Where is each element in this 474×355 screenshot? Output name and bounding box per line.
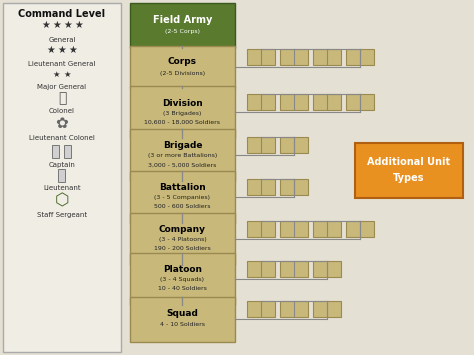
FancyBboxPatch shape: [247, 221, 275, 237]
FancyBboxPatch shape: [247, 301, 275, 317]
FancyBboxPatch shape: [130, 46, 235, 88]
Text: Field Army: Field Army: [153, 15, 212, 25]
Text: ★: ★: [64, 70, 71, 78]
Text: ★: ★: [41, 20, 50, 30]
Text: 3,000 - 5,000 Soldiers: 3,000 - 5,000 Soldiers: [148, 163, 217, 168]
Text: ⬡: ⬡: [55, 191, 69, 209]
FancyBboxPatch shape: [346, 94, 374, 110]
FancyBboxPatch shape: [280, 261, 308, 277]
FancyBboxPatch shape: [313, 301, 341, 317]
FancyBboxPatch shape: [247, 94, 275, 110]
Text: (3 - 5 Companies): (3 - 5 Companies): [155, 196, 210, 201]
Text: (3 - 4 Squads): (3 - 4 Squads): [161, 278, 204, 283]
Text: ★: ★: [58, 45, 66, 55]
Text: Corps: Corps: [168, 58, 197, 66]
FancyBboxPatch shape: [130, 296, 235, 342]
FancyBboxPatch shape: [280, 49, 308, 65]
Text: Platoon: Platoon: [163, 266, 202, 274]
Text: 🦅: 🦅: [58, 91, 66, 105]
Text: Additional Unit: Additional Unit: [367, 157, 451, 167]
Text: 500 - 600 Soldiers: 500 - 600 Soldiers: [154, 204, 211, 209]
FancyBboxPatch shape: [58, 169, 65, 182]
FancyBboxPatch shape: [280, 221, 308, 237]
Text: ★: ★: [63, 20, 72, 30]
FancyBboxPatch shape: [247, 179, 275, 195]
FancyBboxPatch shape: [247, 261, 275, 277]
FancyBboxPatch shape: [355, 142, 463, 197]
FancyBboxPatch shape: [280, 137, 308, 153]
FancyBboxPatch shape: [130, 253, 235, 305]
FancyBboxPatch shape: [3, 3, 121, 352]
Text: Captain: Captain: [48, 162, 75, 168]
Text: 190 - 200 Soldiers: 190 - 200 Soldiers: [154, 246, 211, 251]
Text: ★: ★: [46, 45, 55, 55]
Text: ★: ★: [74, 20, 83, 30]
Text: Staff Sergeant: Staff Sergeant: [37, 212, 87, 218]
Text: Squad: Squad: [166, 310, 199, 318]
Text: 10 - 40 Soldiers: 10 - 40 Soldiers: [158, 286, 207, 291]
Text: Lieutenant: Lieutenant: [43, 185, 81, 191]
Text: ✿: ✿: [55, 115, 68, 131]
FancyBboxPatch shape: [247, 49, 275, 65]
FancyBboxPatch shape: [313, 261, 341, 277]
FancyBboxPatch shape: [346, 49, 374, 65]
Text: Command Level: Command Level: [18, 9, 106, 19]
Text: Company: Company: [159, 225, 206, 235]
FancyBboxPatch shape: [130, 86, 235, 138]
FancyBboxPatch shape: [346, 221, 374, 237]
Text: 10,600 - 18,000 Soldiers: 10,600 - 18,000 Soldiers: [145, 120, 220, 125]
Text: Lieutenant General: Lieutenant General: [28, 61, 96, 67]
Text: Division: Division: [162, 98, 203, 108]
FancyBboxPatch shape: [280, 94, 308, 110]
Text: ★: ★: [53, 70, 60, 78]
FancyBboxPatch shape: [64, 145, 72, 158]
FancyBboxPatch shape: [130, 2, 235, 48]
Text: (2-5 Corps): (2-5 Corps): [165, 29, 200, 34]
FancyBboxPatch shape: [247, 137, 275, 153]
Text: General: General: [48, 37, 76, 43]
FancyBboxPatch shape: [130, 213, 235, 265]
FancyBboxPatch shape: [53, 145, 60, 158]
FancyBboxPatch shape: [313, 49, 341, 65]
Text: Major General: Major General: [37, 84, 87, 90]
FancyBboxPatch shape: [313, 94, 341, 110]
Text: Types: Types: [393, 173, 425, 183]
Text: (3 or more Battalions): (3 or more Battalions): [148, 153, 217, 158]
Text: Battalion: Battalion: [159, 184, 206, 192]
FancyBboxPatch shape: [313, 221, 341, 237]
Text: ★: ★: [69, 45, 77, 55]
Text: Lieutenant Colonel: Lieutenant Colonel: [29, 135, 95, 141]
Text: (3 Brigades): (3 Brigades): [164, 110, 202, 115]
Text: ★: ★: [52, 20, 61, 30]
Text: (3 - 4 Platoons): (3 - 4 Platoons): [159, 237, 206, 242]
Text: Colonel: Colonel: [49, 108, 75, 114]
Text: (2-5 Divisions): (2-5 Divisions): [160, 71, 205, 76]
Text: Brigade: Brigade: [163, 142, 202, 151]
FancyBboxPatch shape: [130, 171, 235, 223]
FancyBboxPatch shape: [280, 301, 308, 317]
Text: 4 - 10 Soldiers: 4 - 10 Soldiers: [160, 322, 205, 328]
FancyBboxPatch shape: [130, 129, 235, 181]
FancyBboxPatch shape: [280, 179, 308, 195]
